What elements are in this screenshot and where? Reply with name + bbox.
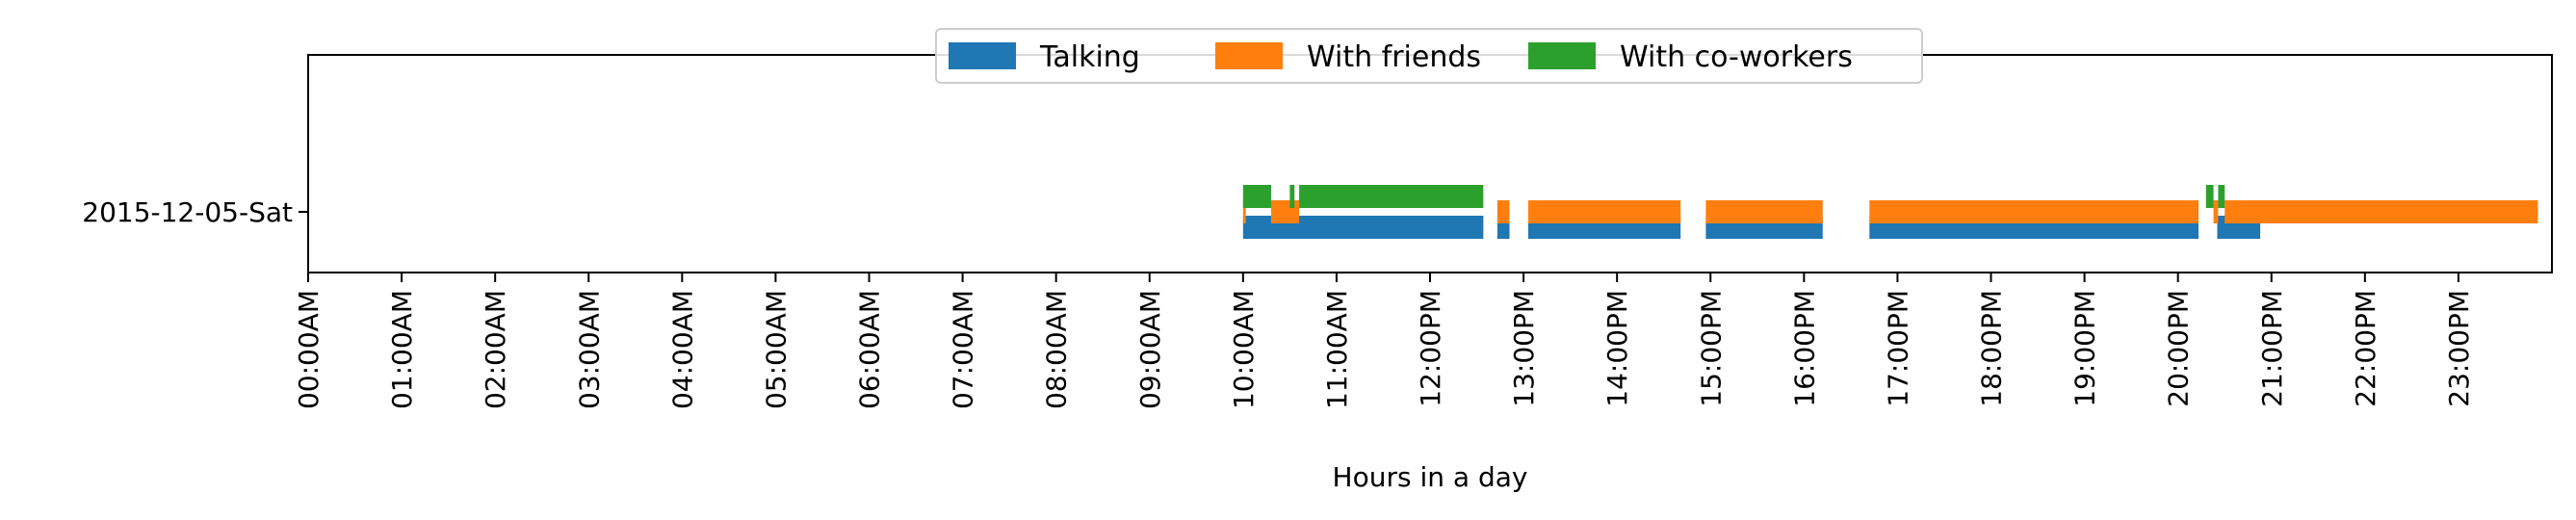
bar-with-friends-0 bbox=[1242, 200, 1246, 223]
bar-with-friends-3 bbox=[1527, 200, 1681, 223]
x-tick-label: 16:00PM bbox=[1788, 290, 1820, 407]
x-tick-label: 06:00AM bbox=[854, 290, 886, 409]
bar-with-friends-2 bbox=[1496, 200, 1510, 223]
x-tick-label: 02:00AM bbox=[480, 290, 511, 409]
bar-with-co-workers-1 bbox=[1289, 185, 1295, 208]
x-tick-label: 12:00PM bbox=[1415, 290, 1446, 407]
x-tick-label: 11:00AM bbox=[1321, 290, 1353, 409]
x-tick-label: 00:00AM bbox=[293, 290, 325, 409]
bar-with-friends-4 bbox=[1705, 200, 1823, 223]
y-axis: 2015-12-05-Sat bbox=[82, 196, 308, 228]
legend-box bbox=[935, 28, 1923, 84]
x-tick-label: 01:00AM bbox=[386, 290, 418, 409]
x-tick-label: 19:00PM bbox=[2069, 290, 2101, 407]
x-tick-label: 09:00AM bbox=[1134, 290, 1166, 409]
bars-layer bbox=[1242, 185, 2538, 239]
x-tick-label: 22:00PM bbox=[2350, 290, 2381, 407]
x-axis: 00:00AM 01:00AM 02:00AM 03:00AM 04:00AM 05:00… bbox=[293, 273, 2475, 409]
bar-with-co-workers-4 bbox=[2218, 185, 2225, 208]
x-tick-label: 23:00PM bbox=[2443, 290, 2475, 407]
x-tick-label: 14:00PM bbox=[1601, 290, 1633, 407]
bar-with-friends-1 bbox=[1270, 200, 1300, 223]
x-tick-label: 15:00PM bbox=[1695, 290, 1727, 407]
legend-label-talking: Talking bbox=[1039, 40, 1140, 74]
x-tick-label: 13:00PM bbox=[1508, 290, 1540, 407]
x-tick-label: 21:00PM bbox=[2256, 290, 2288, 407]
legend: Talking With friends With co-workers bbox=[935, 28, 1923, 84]
x-tick-label: 04:00AM bbox=[666, 290, 698, 409]
x-tick-label: 05:00AM bbox=[760, 290, 792, 409]
x-tick-label: 07:00AM bbox=[948, 290, 979, 409]
bar-with-friends-7 bbox=[2225, 200, 2538, 223]
bar-with-co-workers-2 bbox=[1299, 185, 1484, 208]
bar-with-co-workers-3 bbox=[2205, 185, 2214, 208]
legend-label-with-co-workers: With co-workers bbox=[1620, 40, 1853, 74]
x-tick-label: 17:00PM bbox=[1882, 290, 1913, 407]
legend-swatch-talking bbox=[949, 42, 1016, 69]
legend-swatch-with-co-workers bbox=[1528, 42, 1596, 69]
bar-with-friends-6 bbox=[2213, 200, 2219, 223]
x-tick-label: 08:00AM bbox=[1041, 290, 1073, 409]
y-tick-label: 2015-12-05-Sat bbox=[82, 196, 293, 228]
legend-swatch-with-friends bbox=[1215, 42, 1283, 69]
x-tick-label: 10:00AM bbox=[1228, 290, 1260, 409]
x-axis-label: Hours in a day bbox=[1333, 461, 1528, 493]
x-tick-label: 18:00PM bbox=[1976, 290, 2008, 407]
x-tick-label: 20:00PM bbox=[2163, 290, 2195, 407]
legend-label-with-friends: With friends bbox=[1307, 40, 1481, 74]
bar-with-co-workers-0 bbox=[1242, 185, 1271, 208]
plot-frame bbox=[307, 54, 2553, 273]
x-tick-label: 03:00AM bbox=[573, 290, 605, 409]
bar-with-friends-5 bbox=[1869, 200, 2199, 223]
